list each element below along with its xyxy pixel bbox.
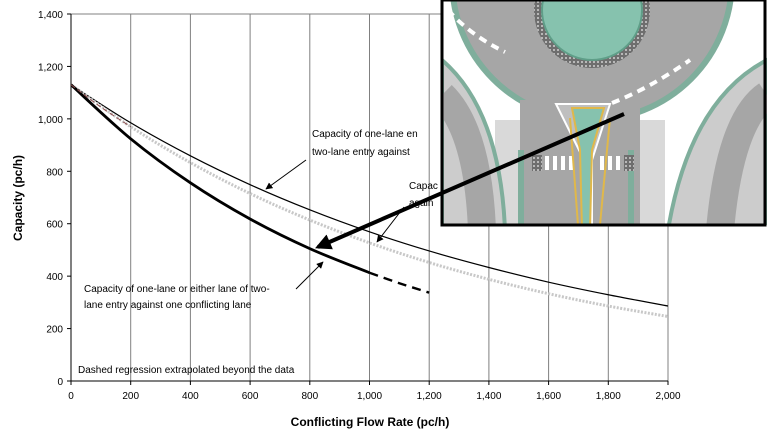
x-tick-label: 1,000 [357,391,382,402]
inset-left-curb [518,150,524,225]
inset-dashed-yield-line [611,58,692,105]
y-tick-label: 200 [46,325,63,336]
x-axis-title: Conflicting Flow Rate (pc/h) [291,415,450,429]
inset-pointer-arrow [315,112,625,250]
x-tick-label: 600 [242,391,259,402]
annotation-dashed-note: Dashed regression extrapolated beyond th… [78,365,295,376]
x-tick-label: 1,600 [536,391,561,402]
x-tick-label: 1,800 [596,391,621,402]
inset-right-ramp [624,155,634,171]
x-tick-label: 400 [182,391,199,402]
y-tick-label: 0 [57,377,63,388]
inset-lane-line-right [599,117,611,225]
annotation-two-lane-line2: two-lane entry against [312,147,410,158]
x-tick-labels: 0 200 400 600 800 1,000 1,200 1,400 1,600 1,800 2,… [68,381,681,402]
annotation-one-lane-arrow [295,261,324,290]
y-tick-label: 600 [46,220,63,231]
series-origin-dashed-segment [71,84,131,128]
x-tick-label: 2,000 [655,391,680,402]
annotation-mid-line1: Capac [409,181,438,192]
y-tick-label: 400 [46,272,63,283]
y-tick-labels: 0 200 400 600 800 1,000 1,200 1,400 [38,10,71,388]
inset-left-ramp [532,155,542,171]
x-tick-label: 0 [68,391,74,402]
series-thick-line [71,83,371,275]
annotation-one-lane-line2: lane entry against one conflicting lane [84,300,252,311]
inset-right-road-strip [706,83,767,225]
x-tick-label: 1,400 [476,391,501,402]
inset-crosswalk [545,156,620,170]
inset-right-curb [628,150,634,225]
x-tick-label: 1,200 [417,391,442,402]
y-axis-title: Capacity (pc/h) [11,155,25,241]
inset-left-road-strip [442,84,496,225]
x-tick-label: 800 [301,391,318,402]
inset-splitter-island [570,107,606,225]
y-tick-label: 1,000 [38,115,63,126]
inset-right-sidewalk [640,120,665,225]
annotation-two-lane-arrow [265,159,307,190]
inset-central-island [541,0,643,61]
y-tick-label: 1,400 [38,10,63,21]
inset-dashed-circle-edge [446,8,506,54]
series-thick-extrapolated [369,271,430,294]
roundabout-inset [442,0,767,225]
y-tick-label: 800 [46,167,63,178]
annotation-one-lane-line1: Capacity of one-lane or either lane of t… [84,284,270,295]
y-tick-label: 1,200 [38,62,63,73]
annotation-two-lane-line1: Capacity of one-lane en [312,129,418,140]
inset-frame [440,0,767,227]
x-tick-label: 200 [122,391,139,402]
